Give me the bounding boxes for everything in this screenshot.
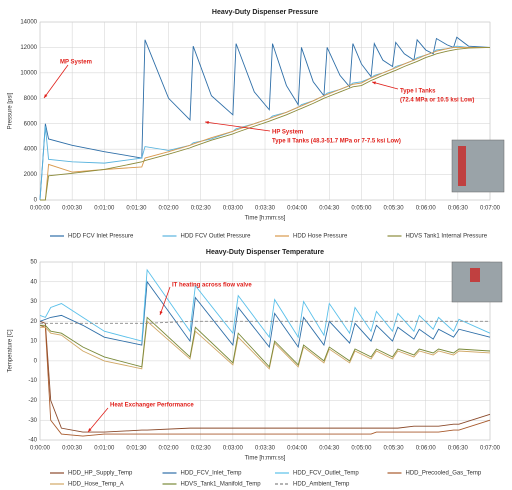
legend-label: HDVS Tank1 Internal Pressure <box>406 234 488 240</box>
x-tick-label: 0:07:00 <box>480 446 501 452</box>
y-tick-label: 4000 <box>24 147 38 153</box>
y-tick-label: 10 <box>30 339 37 345</box>
x-tick-label: 0:03:00 <box>223 206 244 212</box>
x-tick-label: 0:06:30 <box>448 206 469 212</box>
x-axis-label: Time [h:mm:ss] <box>245 456 286 462</box>
y-tick-label: 2000 <box>24 172 38 178</box>
annotation: IT heating across flow valve <box>172 283 252 289</box>
x-tick-label: 0:07:00 <box>480 206 501 212</box>
legend-label: HDD_Hose_Temp_A <box>68 482 124 488</box>
x-tick-label: 0:04:30 <box>319 206 340 212</box>
series-line <box>39 280 491 349</box>
arrow-head <box>88 428 92 432</box>
annotation-arrow <box>159 286 171 316</box>
series-line <box>40 316 491 368</box>
x-tick-label: 0:04:30 <box>319 446 340 452</box>
annotation-arrow <box>43 64 69 99</box>
x-tick-label: 0:00:30 <box>62 446 83 452</box>
series-line <box>40 320 491 370</box>
series-line <box>39 36 491 201</box>
annotation: MP System <box>60 60 92 66</box>
annotation: Type I Tanks <box>400 89 436 95</box>
x-tick-label: 0:05:00 <box>351 446 372 452</box>
x-tick-label: 0:02:30 <box>191 446 212 452</box>
x-tick-label: 0:01:00 <box>94 446 115 452</box>
photo-detail <box>470 268 480 282</box>
arrow-head <box>205 120 209 125</box>
annotation: Heat Exchanger Performance <box>110 403 194 409</box>
y-tick-label: 0 <box>34 198 38 204</box>
legend-label: HDD_HP_Supply_Temp <box>68 471 133 477</box>
x-tick-label: 0:04:00 <box>287 446 308 452</box>
x-tick-label: 0:05:30 <box>384 206 405 212</box>
y-tick-label: 30 <box>30 299 37 305</box>
legend-label: HDD_FCV_Inlet_Temp <box>181 471 243 477</box>
x-tick-label: 0:00:00 <box>30 206 51 212</box>
annotation: HP System <box>272 130 303 136</box>
y-tick-label: 6000 <box>24 121 38 127</box>
arrow-head <box>372 81 376 85</box>
x-tick-label: 0:06:00 <box>416 206 437 212</box>
annotation-arrow <box>87 407 109 433</box>
y-tick-label: 14000 <box>20 20 37 26</box>
series-line <box>39 268 491 342</box>
y-tick-label: 8000 <box>24 96 38 102</box>
legend-label: HDD Hose Pressure <box>293 234 348 240</box>
x-tick-label: 0:01:00 <box>94 206 115 212</box>
x-tick-label: 0:01:30 <box>126 206 147 212</box>
x-tick-label: 0:00:00 <box>30 446 51 452</box>
x-tick-label: 0:03:30 <box>255 446 276 452</box>
y-tick-label: -10 <box>28 378 37 384</box>
y-tick-label: 40 <box>30 279 37 285</box>
series-line <box>39 324 491 437</box>
y-tick-label: 10000 <box>20 70 37 76</box>
y-tick-label: 0 <box>34 358 38 364</box>
y-axis-label: Temperature [C] <box>8 329 14 372</box>
x-tick-label: 0:04:00 <box>287 206 308 212</box>
annotation: Type II Tanks (48.3-51.7 MPa or 7-7.5 ks… <box>272 139 401 145</box>
y-tick-label: 20 <box>30 319 37 325</box>
series-line <box>40 46 490 201</box>
series-line <box>40 46 491 201</box>
arrow-head <box>159 311 163 315</box>
legend-label: HDD_FCV_Outlet_Temp <box>293 471 359 477</box>
y-tick-label: -30 <box>28 418 37 424</box>
chart-title: Heavy-Duty Dispenser Temperature <box>206 249 324 256</box>
x-tick-label: 0:02:00 <box>159 446 180 452</box>
y-axis-label: Pressure [psi] <box>8 92 14 129</box>
annotation-arrow <box>204 121 271 132</box>
y-tick-label: 50 <box>30 260 37 266</box>
x-tick-label: 0:05:00 <box>351 206 372 212</box>
annotation-arrow <box>371 81 399 90</box>
x-tick-label: 0:00:30 <box>62 206 83 212</box>
x-axis-label: Time [h:mm:ss] <box>245 216 286 222</box>
chart-title: Heavy-Duty Dispenser Pressure <box>212 9 318 16</box>
x-tick-label: 0:06:00 <box>416 446 437 452</box>
annotation: (72.4 MPa or 10.5 ksi Low) <box>400 98 474 104</box>
x-tick-label: 0:02:00 <box>159 206 180 212</box>
legend-label: HDD_Precooled_Gas_Temp <box>406 471 482 477</box>
photo-detail <box>458 146 466 186</box>
x-tick-label: 0:03:00 <box>223 446 244 452</box>
x-tick-label: 0:03:30 <box>255 206 276 212</box>
legend-label: HDVS_Tank1_Manifold_Temp <box>181 482 262 488</box>
legend-label: HDD_Ambient_Temp <box>293 482 350 488</box>
arrow-head <box>44 94 48 98</box>
y-tick-label: 12000 <box>20 45 37 51</box>
legend-label: HDD FCV Outlet Pressure <box>181 234 252 240</box>
y-tick-label: -20 <box>28 398 37 404</box>
x-tick-label: 0:05:30 <box>384 446 405 452</box>
y-tick-label: -40 <box>28 438 37 444</box>
x-tick-label: 0:06:30 <box>448 446 469 452</box>
legend-label: HDD FCV Inlet Pressure <box>68 234 134 240</box>
x-tick-label: 0:01:30 <box>126 446 147 452</box>
x-tick-label: 0:02:30 <box>191 206 212 212</box>
series-line <box>39 320 491 433</box>
